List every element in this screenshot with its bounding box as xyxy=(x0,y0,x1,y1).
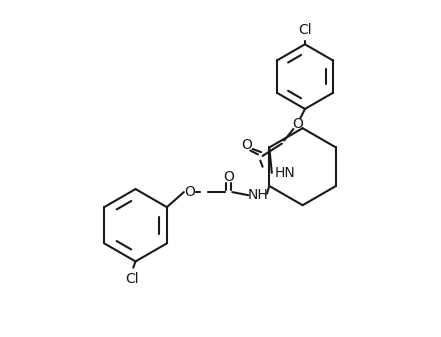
Text: O: O xyxy=(241,138,252,152)
Text: HN: HN xyxy=(274,166,295,180)
Text: Cl: Cl xyxy=(298,23,312,37)
Text: NH: NH xyxy=(247,188,268,202)
Text: O: O xyxy=(292,117,303,131)
Text: O: O xyxy=(223,170,234,184)
Text: Cl: Cl xyxy=(125,272,138,286)
Text: O: O xyxy=(184,185,195,199)
